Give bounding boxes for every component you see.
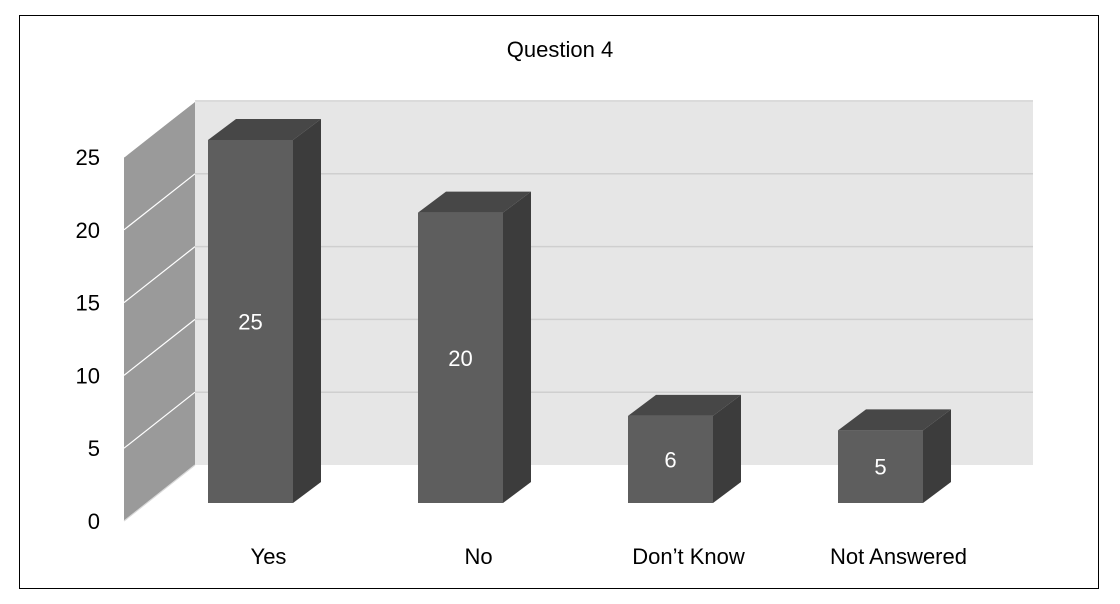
bar-side — [293, 119, 321, 503]
y-tick-label: 25 — [76, 145, 100, 170]
x-axis: Yes No Don’t Know Not Answered — [251, 544, 967, 569]
gridline-side — [123, 391, 196, 449]
gridline-side — [123, 173, 196, 231]
bar-front — [208, 140, 293, 503]
data-label: 25 — [238, 310, 262, 335]
bar-4: 5 — [838, 409, 951, 503]
data-label: 5 — [874, 455, 886, 480]
bar-2: 20 — [418, 191, 531, 503]
x-category-label: Not Answered — [830, 544, 967, 569]
bar-top — [628, 394, 741, 416]
y-tick-label: 10 — [76, 363, 100, 388]
bar-side — [503, 191, 531, 503]
bars: 25 20 6 5 — [208, 119, 951, 503]
y-tick-label: 15 — [76, 291, 100, 316]
bar-side — [713, 394, 741, 503]
bar-3: 6 — [628, 394, 741, 503]
bar-front — [418, 212, 503, 503]
side-wall — [124, 102, 195, 521]
chart-title: Question 4 — [507, 37, 613, 62]
bar-front — [628, 415, 713, 503]
bar-side — [923, 409, 951, 503]
gridlines — [123, 100, 1033, 522]
x-category-label: No — [464, 544, 492, 569]
data-label: 20 — [448, 346, 472, 371]
bar-top — [208, 119, 321, 140]
y-tick-label: 0 — [88, 509, 100, 534]
back-wall — [195, 102, 1033, 465]
bar-1: 25 — [208, 119, 321, 503]
gridline-side — [123, 100, 196, 158]
bar-top — [838, 409, 951, 431]
bar-front — [838, 430, 923, 503]
y-tick-label: 5 — [88, 436, 100, 461]
x-category-label: Don’t Know — [632, 544, 745, 569]
data-label: 6 — [664, 447, 676, 472]
y-axis: 0 5 10 15 20 25 — [76, 145, 100, 534]
floor-edge — [123, 464, 196, 522]
x-category-label: Yes — [251, 544, 287, 569]
bar-top — [418, 191, 531, 213]
y-tick-label: 20 — [76, 218, 100, 243]
gridline-side — [123, 318, 196, 376]
chart-walls — [124, 102, 1033, 521]
gridline-side — [123, 246, 196, 304]
